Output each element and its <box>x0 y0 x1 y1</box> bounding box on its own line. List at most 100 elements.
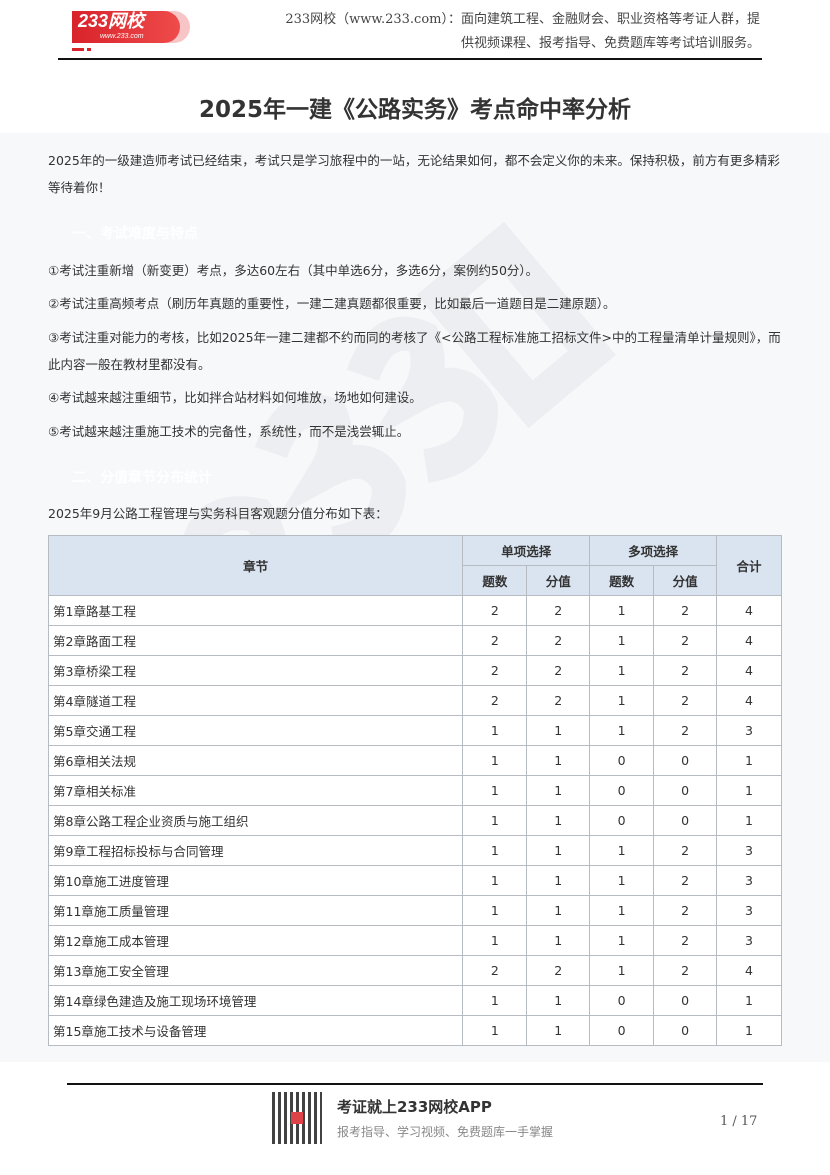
section-heading: 二、分值章节分布统计 <box>72 470 212 486</box>
list-item: ③考试注重对能力的考核，比如2025年一建二建都不约而同的考核了《<公路工程标准… <box>48 330 781 372</box>
table-cell: 0 <box>589 745 655 776</box>
table-cell: 1 <box>462 925 528 956</box>
footer-divider <box>67 1083 763 1085</box>
table-cell: 1 <box>589 715 655 746</box>
table-cell: 1 <box>526 775 591 806</box>
table-cell: 第10章施工进度管理 <box>47 865 464 896</box>
table-cell: 2 <box>526 625 591 656</box>
table-row: 第10章施工进度管理 1 1 1 2 3 <box>47 865 782 896</box>
table-cell: 0 <box>589 1015 655 1046</box>
table-cell: 4 <box>716 625 782 656</box>
table-cell: 2 <box>653 595 718 626</box>
table-cell: 2 <box>526 655 591 686</box>
table-cell: 2 <box>653 925 718 956</box>
table-cell: 1 <box>589 625 655 656</box>
table-cell: 1 <box>589 655 655 686</box>
page-number: 1 / 17 <box>720 1114 758 1129</box>
section-heading: 一、考试难度与特点 <box>72 226 198 242</box>
col-single-score: 分值 <box>526 565 591 596</box>
header-intro: 233网校（www.233.com）：面向建筑工程、金融财会、职业资格等考证人群… <box>285 12 760 51</box>
table-cell: 1 <box>462 835 528 866</box>
table-row: 第8章公路工程企业资质与施工组织 1 1 0 0 1 <box>47 805 782 836</box>
table-cell: 第9章工程招标投标与合同管理 <box>47 835 464 866</box>
table-row: 第4章隧道工程 2 2 1 2 4 <box>47 685 782 716</box>
table-cell: 第8章公路工程企业资质与施工组织 <box>47 805 464 836</box>
table-cell: 0 <box>653 745 718 776</box>
table-cell: 2 <box>653 955 718 986</box>
table-cell: 1 <box>589 895 655 926</box>
table-cell: 1 <box>462 745 528 776</box>
table-row: 第2章路面工程 2 2 1 2 4 <box>47 625 782 656</box>
table-cell: 1 <box>526 715 591 746</box>
list-item: ②考试注重高频考点（刷历年真题的重要性，一建二建真题都很重要，比如最后一道题目是… <box>48 296 616 311</box>
table-cell: 2 <box>653 625 718 656</box>
table-row: 第5章交通工程 1 1 1 2 3 <box>47 715 782 746</box>
table-cell: 1 <box>526 835 591 866</box>
table-cell: 0 <box>653 1015 718 1046</box>
table-cell: 第3章桥梁工程 <box>47 655 464 686</box>
table-cell: 3 <box>716 865 782 896</box>
table-cell: 1 <box>589 835 655 866</box>
table-cell: 2 <box>526 685 591 716</box>
table-cell: 0 <box>653 805 718 836</box>
table-cell: 2 <box>462 955 528 986</box>
table-row: 第13章施工安全管理 2 2 1 2 4 <box>47 955 782 986</box>
table-cell: 第7章相关标准 <box>47 775 464 806</box>
table-row: 第9章工程招标投标与合同管理 1 1 1 2 3 <box>47 835 782 866</box>
list-item: ⑤考试越来越注重施工技术的完备性，系统性，而不是浅尝辄止。 <box>48 424 410 439</box>
page-title: 2025年一建《公路实务》考点命中率分析 <box>198 97 631 123</box>
table-cell: 第14章绿色建造及施工现场环境管理 <box>47 985 464 1016</box>
table-cell: 2 <box>653 865 718 896</box>
table-cell: 第5章交通工程 <box>47 715 464 746</box>
table-cell: 2 <box>462 595 528 626</box>
table-row: 第14章绿色建造及施工现场环境管理 1 1 0 0 1 <box>47 985 782 1016</box>
qr-code <box>272 1092 322 1144</box>
table-cell: 2 <box>462 655 528 686</box>
table-cell: 3 <box>716 925 782 956</box>
table-cell: 1 <box>462 715 528 746</box>
col-chapter: 章节 <box>47 535 464 596</box>
table-cell: 第11章施工质量管理 <box>47 895 464 926</box>
table-row: 第1章路基工程 2 2 1 2 4 <box>47 595 782 626</box>
table-cell: 1 <box>716 985 782 1016</box>
table-cell: 4 <box>716 955 782 986</box>
table-cell: 第13章施工安全管理 <box>47 955 464 986</box>
table-cell: 1 <box>462 895 528 926</box>
table-cell: 2 <box>653 655 718 686</box>
table-cell: 第12章施工成本管理 <box>47 925 464 956</box>
score-table: 章节 单项选择 多项选择 合计 题数 分值 题数 分值 第1章路基工程 2 2 1 2 4… <box>47 535 782 1046</box>
table-cell: 1 <box>462 805 528 836</box>
intro-paragraph: 2025年的一级建造师考试已经结束，考试只是学习旅程中的一站，无论结果如何，都不… <box>48 153 780 195</box>
table-cell: 第15章施工技术与设备管理 <box>47 1015 464 1046</box>
table-cell: 2 <box>653 715 718 746</box>
table-cell: 2 <box>526 595 591 626</box>
table-cell: 1 <box>716 805 782 836</box>
col-single: 单项选择 <box>462 535 591 566</box>
table-cell: 3 <box>716 895 782 926</box>
table-cell: 2 <box>653 835 718 866</box>
table-row: 第11章施工质量管理 1 1 1 2 3 <box>47 895 782 926</box>
table-cell: 1 <box>589 595 655 626</box>
table-cell: 1 <box>716 775 782 806</box>
table-cell: 2 <box>653 685 718 716</box>
table-cell: 2 <box>462 625 528 656</box>
table-cell: 1 <box>716 745 782 776</box>
table-cell: 1 <box>526 925 591 956</box>
table-cell: 2 <box>526 955 591 986</box>
table-cell: 3 <box>716 835 782 866</box>
table-row: 第3章桥梁工程 2 2 1 2 4 <box>47 655 782 686</box>
table-cell: 4 <box>716 685 782 716</box>
table-cell: 0 <box>589 985 655 1016</box>
table-cell: 4 <box>716 595 782 626</box>
table-cell: 1 <box>462 775 528 806</box>
col-multi-count: 题数 <box>589 565 655 596</box>
table-cell: 第6章相关法规 <box>47 745 464 776</box>
app-subtitle: 报考指导、学习视频、免费题库一手掌握 <box>337 1125 554 1139</box>
table-cell: 第4章隧道工程 <box>47 685 464 716</box>
table-cell: 1 <box>589 925 655 956</box>
table-cell: 第2章路面工程 <box>47 625 464 656</box>
table-cell: 1 <box>462 1015 528 1046</box>
table-row: 第6章相关法规 1 1 0 0 1 <box>47 745 782 776</box>
col-multi-score: 分值 <box>653 565 718 596</box>
table-cell: 1 <box>716 1015 782 1046</box>
